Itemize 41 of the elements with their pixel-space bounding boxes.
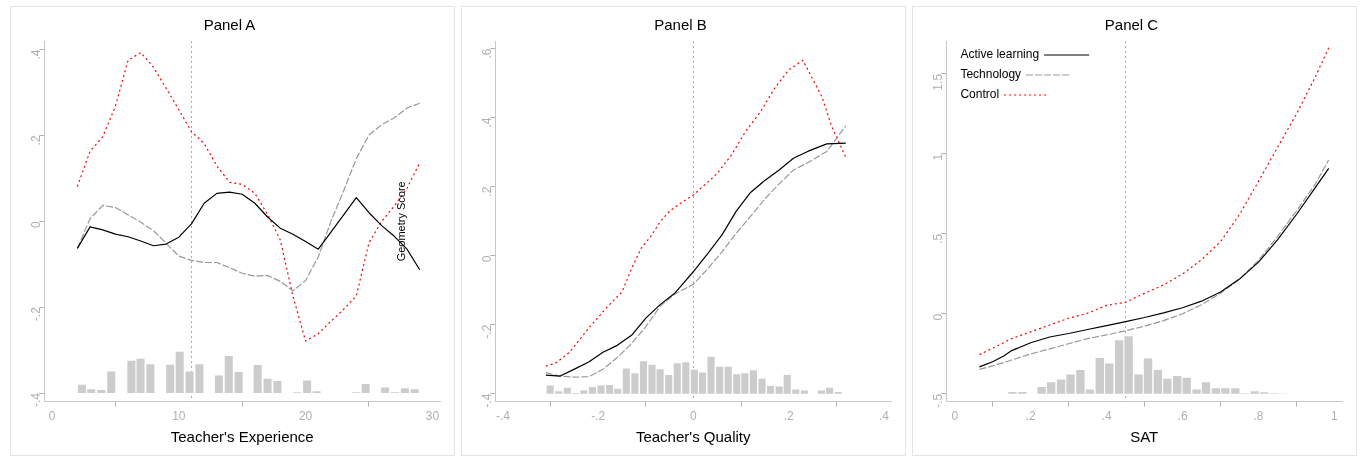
y-tick-label: .4 [28,49,43,60]
y-tick-label: 0 [479,255,494,263]
legend-label: Active learning [960,47,1040,62]
y-tick-label: 0 [930,313,945,321]
x-axis-title: Teacher's Experience [170,428,314,446]
x-tick-label: .6 [1177,409,1188,424]
x-tick-label: 30 [425,409,440,424]
y-tick-label: .2 [28,135,43,146]
chart-title: Panel C [1104,16,1159,34]
y-tick-label: .4 [479,117,494,128]
y-tick-label: .2 [479,186,494,197]
x-tick-label: .4 [878,409,890,424]
x-tick-label: 0 [690,409,698,424]
legend-label: Control [960,87,1000,102]
chart-title: Panel B [654,16,707,34]
annotation: Geometry Score [395,181,408,262]
y-tick-label: -.4 [28,392,43,408]
x-tick-label: 1 [1331,409,1339,424]
y-tick-label: .6 [479,48,494,59]
x-tick-label: -.4 [496,409,511,424]
x-tick-label: -.2 [591,409,606,424]
y-tick-label: 1 [930,153,945,161]
x-axis-title: Teacher's Quality [635,428,751,446]
x-tick-label: 0 [48,409,56,424]
chart-title: Panel A [203,16,256,34]
x-tick-label: 10 [172,409,186,424]
x-tick-label: .2 [783,409,794,424]
y-tick-label: -.2 [479,324,494,339]
x-tick-label: 0 [951,409,959,424]
x-tick-label: .4 [1101,409,1112,424]
x-axis-title: SAT [1130,428,1159,446]
legend-label: Technology [960,67,1022,82]
x-tick-label: 20 [298,409,313,424]
y-tick-label: 1.5 [930,73,945,91]
y-tick-label: -.2 [28,306,43,322]
x-tick-label: .8 [1253,409,1264,424]
y-tick-label: -.4 [479,393,494,408]
y-tick-label: .5 [930,233,945,244]
y-tick-label: -.5 [930,393,945,408]
y-tick-label: 0 [28,220,43,228]
x-tick-label: .2 [1025,409,1037,424]
